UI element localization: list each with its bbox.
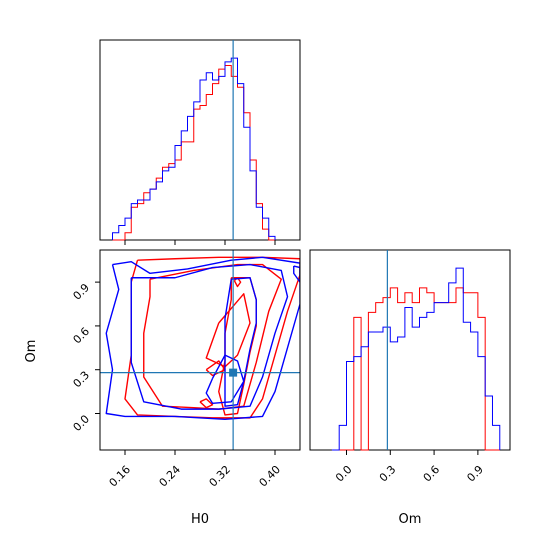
hist-Om-xtick-label: 0.0 xyxy=(333,463,355,485)
contour-run_a xyxy=(143,263,282,410)
xlabel-H0: H0 xyxy=(191,512,209,527)
contour-ytick-label: 0.0 xyxy=(71,412,93,434)
hist-Om-xtick-label: 0.3 xyxy=(377,463,399,485)
histogram-H0 xyxy=(99,39,301,245)
contour-ytick-label: 0.3 xyxy=(71,369,93,391)
hist-H0-run_b-step xyxy=(112,57,276,240)
contour-run_b xyxy=(105,256,300,421)
hist-Om-xtick-label: 0.9 xyxy=(464,463,486,485)
contour-ytick-label: 0.9 xyxy=(71,281,93,303)
ylabel-Om: Om xyxy=(24,340,39,363)
contour-run_b xyxy=(205,354,245,404)
hist-Om-xtick-label: 0.6 xyxy=(421,463,443,485)
contour-lines xyxy=(105,256,300,421)
contour-xtick-label: 0.24 xyxy=(157,463,184,490)
histogram-Om: 0.0 0.3 0.6 0.9 xyxy=(309,249,511,485)
contour-run_b xyxy=(130,263,289,410)
hist-H0-frame xyxy=(99,39,301,241)
contour-H0-Om: 0.16 0.24 0.32 0.40 0.0 0.3 0.6 0.9 xyxy=(71,249,301,490)
hist-H0-run_a-step xyxy=(112,64,275,241)
contour-xtick-label: 0.40 xyxy=(257,463,284,490)
hist-Om-frame xyxy=(309,249,511,451)
contour-run_b xyxy=(293,265,300,283)
contour-xtick-label: 0.32 xyxy=(207,463,234,490)
contour-truth-marker xyxy=(229,368,238,377)
xlabel-Om: Om xyxy=(399,512,422,527)
contour-xtick-label: 0.16 xyxy=(107,463,134,490)
hist-Om-run_b-step xyxy=(331,267,501,451)
contour-run_a xyxy=(199,398,214,409)
contour-ytick-label: 0.6 xyxy=(71,325,93,347)
contour-frame xyxy=(99,249,301,451)
hist-Om-run_a-step xyxy=(331,287,500,451)
contour-run_a xyxy=(205,293,251,368)
contour-run_b xyxy=(224,277,257,407)
